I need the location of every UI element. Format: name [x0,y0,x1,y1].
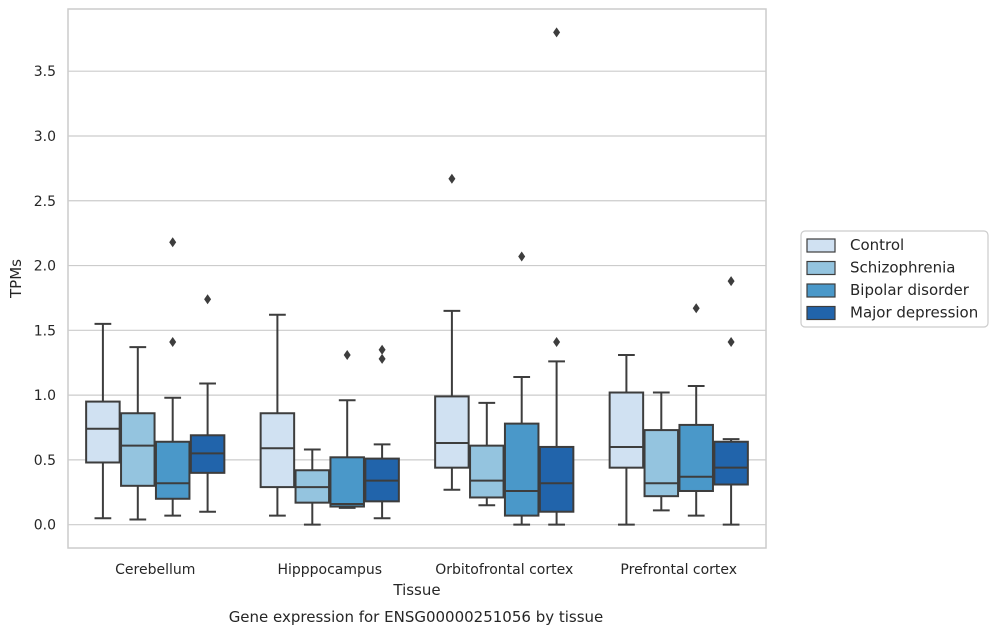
y-tick-label: 3.5 [34,64,56,80]
legend-swatch [806,305,836,321]
box-control [259,313,296,517]
legend-label: Control [850,236,904,254]
legend: Control Schizophrenia Bipolar disorder Majo… [800,230,989,328]
y-axis-title: TPMs [7,259,25,299]
box-bipolar-disorder [329,349,365,509]
box-major-depression [713,276,749,526]
x-tick-label: Prefrontal cortex [620,562,737,578]
box-control [85,322,121,520]
box-body [538,445,575,513]
box-bipolar-disorder [678,303,714,517]
outlier-marker [553,336,561,347]
outlier-marker [169,336,177,347]
outlier-marker [343,349,351,360]
box-control [608,353,645,526]
box-schizophrenia [294,448,331,526]
legend-label: Major depression [850,304,978,322]
y-tick-label: 2.5 [34,194,56,210]
outlier-marker [518,251,526,262]
y-tick-label: 1.5 [34,323,56,339]
box-schizophrenia [469,401,505,507]
x-tick-label: Orbitofrontal cortex [435,562,573,578]
x-axis-ticks: Cerebellum Hipppocampus Orbitofrontal cort… [115,562,737,578]
y-tick-label: 2.0 [34,259,56,275]
legend-swatch [806,238,836,253]
box-major-depression [538,27,575,526]
box-schizophrenia [643,391,680,512]
legend-label: Schizophrenia [850,259,955,277]
box-bipolar-disorder [503,251,540,526]
box-body [643,429,680,498]
y-tick-label: 0.5 [34,453,56,469]
outlier-marker [727,336,735,347]
y-tick-label: 1.0 [34,388,56,404]
box-body [678,423,714,492]
legend-label: Bipolar disorder [850,281,970,299]
outlier-marker [692,303,700,314]
x-tick-label: Hipppocampus [277,562,382,578]
box-body [469,444,505,499]
outlier-marker [727,276,735,287]
box-bipolar-disorder [154,237,191,517]
box-body [434,395,470,469]
box-body [259,412,296,489]
outlier-marker [378,344,386,355]
outlier-marker [204,294,212,305]
outlier-marker [553,27,561,38]
outlier-marker [378,353,386,364]
y-axis-ticks: 0.0 0.5 1.0 1.5 2.0 2.5 3.0 3.5 [34,64,56,533]
outlier-marker [448,173,456,184]
box-body [85,400,121,464]
boxes-layer [85,27,749,526]
box-control [434,173,470,491]
box-body [503,422,540,517]
box-body [154,440,191,500]
box-schizophrenia [120,346,156,521]
box-body [329,456,365,508]
box-major-depression [189,294,226,513]
y-tick-label: 3.0 [34,129,56,145]
legend-frame [800,230,989,328]
box-body [120,412,156,487]
x-tick-label: Cerebellum [115,562,195,578]
box-body [608,391,645,469]
outlier-marker [169,237,177,248]
box-major-depression [364,344,400,520]
legend-swatch [806,283,836,298]
y-tick-label: 0.0 [34,518,56,534]
x-axis-title: Tissue [392,581,440,599]
figure-caption: Gene expression for ENSG00000251056 by t… [229,608,604,626]
box-body [713,440,749,486]
plot-area-frame [67,8,767,549]
legend-swatch [806,260,836,276]
